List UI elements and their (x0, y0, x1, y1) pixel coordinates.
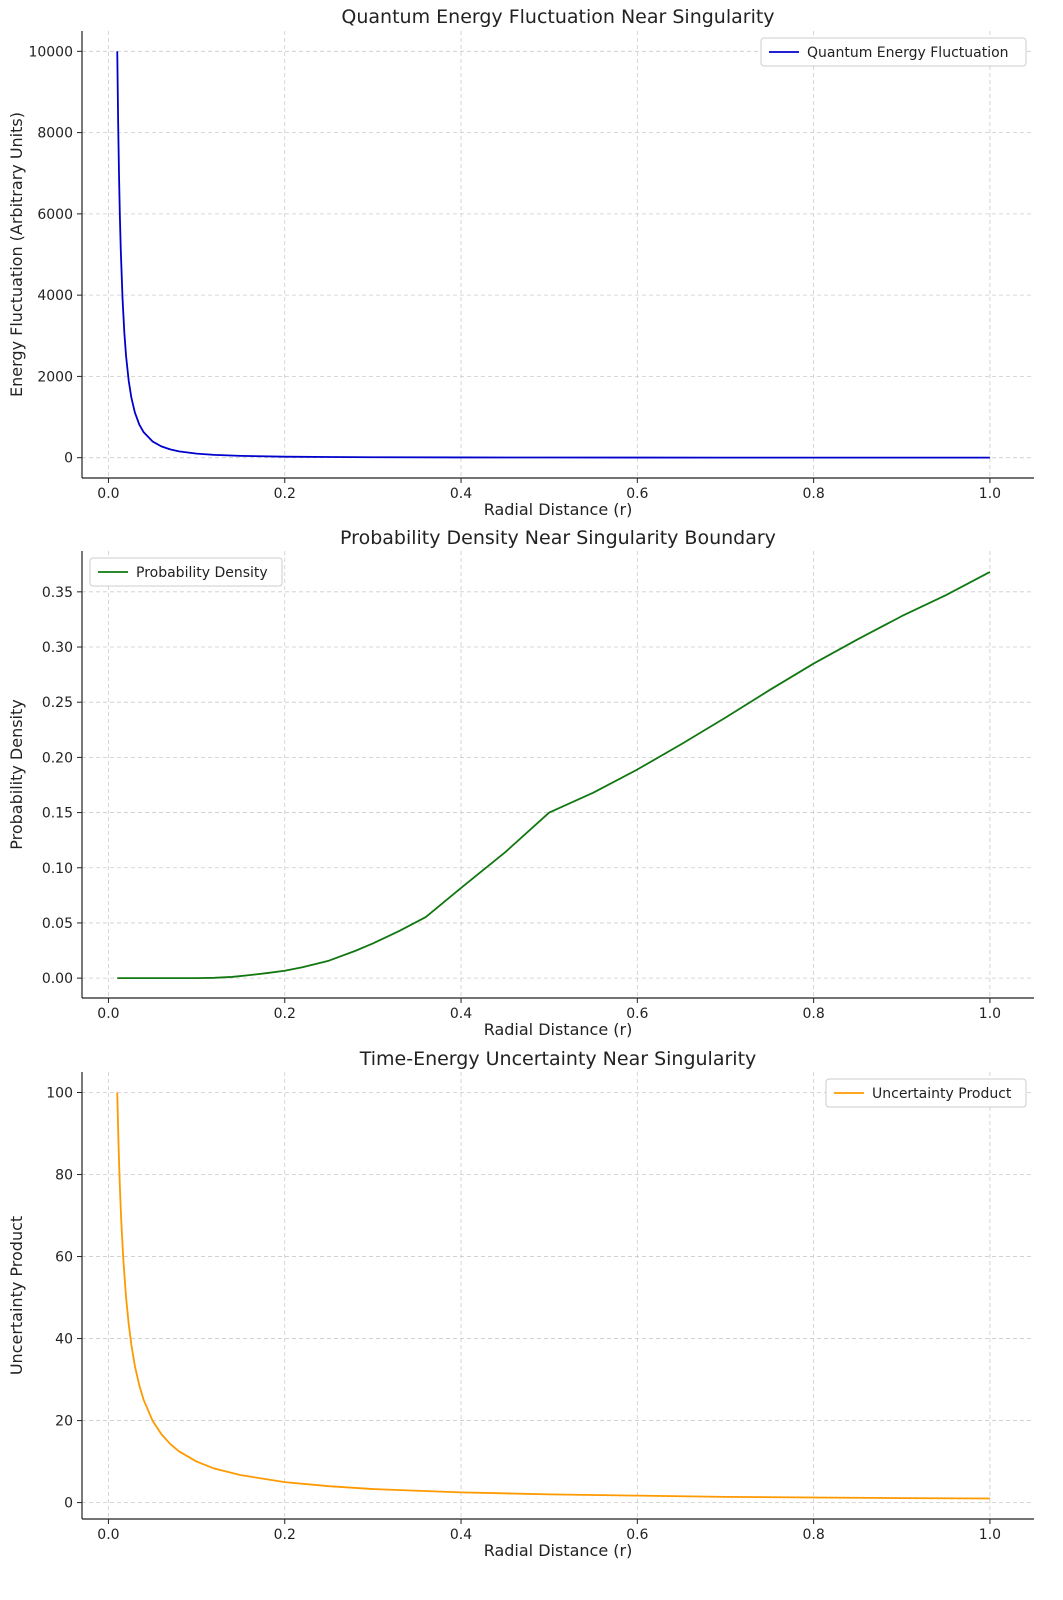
y-tick-label: 0.05 (42, 916, 73, 932)
x-tick-label: 0.2 (274, 486, 296, 502)
legend-box (760, 37, 1027, 67)
x-tick-label: 1.0 (979, 486, 1001, 502)
y-tick-label: 0.20 (42, 750, 73, 766)
x-tick-label: 0.0 (97, 1527, 119, 1543)
y-tick-label: 0.15 (42, 806, 73, 822)
x-tick-label: 0.4 (450, 1006, 472, 1022)
y-tick-label: 100 (46, 1086, 73, 1102)
x-tick-label: 0.8 (802, 486, 824, 502)
y-tick-label: 60 (55, 1250, 73, 1266)
y-tick-label: 6000 (37, 207, 73, 223)
x-axis-label: Radial Distance (r) (484, 1541, 633, 1560)
y-tick-label: 4000 (37, 288, 73, 304)
y-tick-label: 2000 (37, 369, 73, 385)
y-tick-label: 0.30 (42, 640, 73, 656)
chart-title: Time-Energy Uncertainty Near Singularity (359, 1048, 757, 1070)
chart-2: 0.0 0.2 0.4 0.6 0.8 1.0 0.00 0.05 0.10 0.15 0.20 0.… (7, 527, 1034, 1039)
x-tick-label: 0.2 (274, 1527, 296, 1543)
y-axis-label: Energy Fluctuation (Arbitrary Units) (7, 112, 26, 397)
x-tick-label: 0.8 (802, 1006, 824, 1022)
x-tick-label: 0.0 (97, 486, 119, 502)
y-tick-label: 10000 (28, 44, 73, 60)
x-tick-label: 0.0 (97, 1006, 119, 1022)
x-tick-label: 0.4 (450, 1527, 472, 1543)
x-tick-label: 1.0 (979, 1006, 1001, 1022)
x-tick-label: 0.4 (450, 486, 472, 502)
legend-box (89, 557, 283, 587)
y-tick-label: 20 (55, 1414, 73, 1430)
chart-1: 0.0 0.2 0.4 0.6 0.8 1.0 0 2000 4000 6000 8000 10000… (7, 6, 1034, 519)
legend-box (825, 1078, 1027, 1108)
x-tick-label: 1.0 (979, 1527, 1001, 1543)
y-tick-label: 0 (64, 1496, 73, 1512)
series-line (116, 51, 990, 459)
y-axis-label: Probability Density (7, 699, 26, 850)
x-axis-label: Radial Distance (r) (484, 500, 633, 519)
y-tick-label: 0.35 (42, 585, 73, 601)
x-axis-label: Radial Distance (r) (484, 1020, 633, 1039)
x-tick-label: 0.2 (274, 1006, 296, 1022)
chart-title: Probability Density Near Singularity Bou… (340, 527, 776, 549)
x-tick-label: 0.6 (626, 486, 648, 502)
legend: Uncertainty Product (825, 1078, 1027, 1108)
y-tick-label: 0 (64, 451, 73, 467)
chart-3: 0.0 0.2 0.4 0.6 0.8 1.0 0 20 40 60 80 100 Time-Energ… (7, 1048, 1034, 1560)
legend: Probability Density (89, 557, 283, 587)
y-tick-label: 8000 (37, 126, 73, 142)
y-tick-label: 80 (55, 1168, 73, 1184)
y-tick-label: 0.25 (42, 695, 73, 711)
y-tick-label: 40 (55, 1332, 73, 1348)
series-line (116, 1092, 990, 1500)
x-tick-label: 0.6 (626, 1527, 648, 1543)
chart-title: Quantum Energy Fluctuation Near Singular… (341, 6, 774, 28)
x-tick-label: 0.6 (626, 1006, 648, 1022)
y-tick-label: 0.10 (42, 861, 73, 877)
legend-label: Quantum Energy Fluctuation (807, 45, 1009, 61)
y-axis-label: Uncertainty Product (7, 1216, 26, 1375)
series-line (117, 571, 991, 980)
legend-label: Uncertainty Product (872, 1086, 1012, 1102)
legend: Quantum Energy Fluctuation (760, 37, 1027, 67)
x-tick-label: 0.8 (802, 1527, 824, 1543)
y-tick-label: 0.00 (42, 971, 73, 987)
legend-label: Probability Density (136, 565, 268, 581)
